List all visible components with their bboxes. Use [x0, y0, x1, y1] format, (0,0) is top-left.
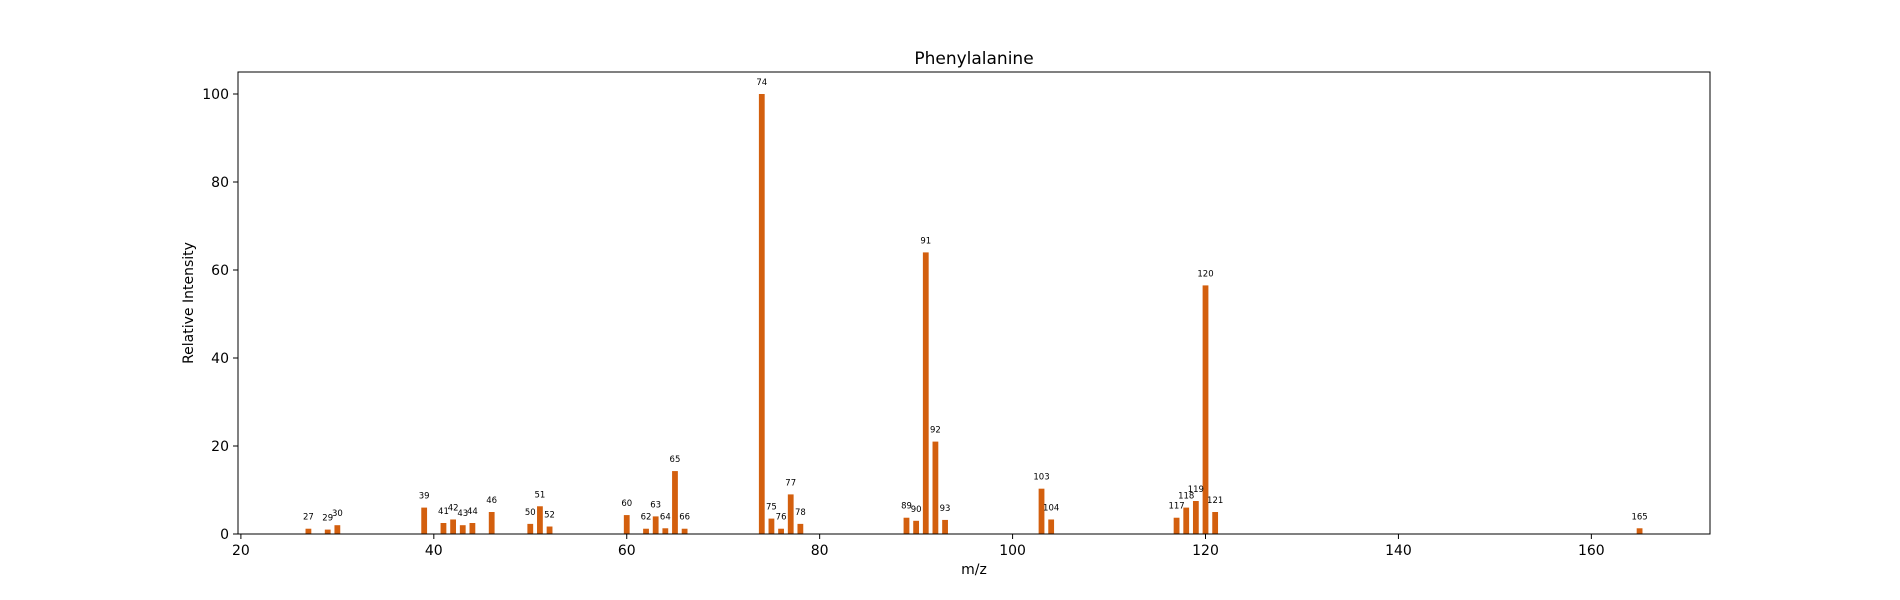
bar-mz-43 — [459, 525, 466, 534]
bar-label-mz-78: 78 — [795, 508, 806, 518]
bar-label-mz-66: 66 — [679, 513, 690, 523]
x-tick-label-140: 140 — [1385, 543, 1412, 559]
bar-mz-51 — [537, 506, 543, 534]
bar-mz-117 — [1173, 517, 1180, 534]
bar-label-mz-52: 52 — [544, 511, 555, 521]
bar-mz-62 — [643, 528, 649, 534]
bar-mz-27 — [305, 528, 312, 534]
bar-label-mz-60: 60 — [621, 499, 632, 509]
bar-mz-66 — [681, 528, 688, 534]
bar-mz-52 — [546, 526, 553, 534]
bar-label-mz-76: 76 — [776, 513, 787, 523]
bar-label-mz-65: 65 — [670, 455, 681, 465]
bar-label-mz-29: 29 — [322, 514, 333, 524]
bar-label-mz-74: 74 — [756, 78, 767, 88]
bar-mz-41 — [440, 523, 447, 534]
bar-label-mz-64: 64 — [660, 512, 671, 522]
bar-mz-50 — [527, 523, 534, 534]
bar-mz-30 — [334, 525, 341, 534]
bar-mz-76 — [778, 528, 784, 534]
bar-label-mz-89: 89 — [901, 502, 912, 512]
bar-label-mz-42: 42 — [448, 503, 459, 513]
x-tick-label-100: 100 — [999, 543, 1026, 559]
bar-label-mz-46: 46 — [486, 496, 497, 506]
bar-mz-65 — [672, 471, 678, 534]
bar-label-mz-75: 75 — [766, 503, 777, 513]
bar-label-mz-43: 43 — [457, 509, 468, 519]
bar-mz-46 — [488, 512, 495, 534]
bar-mz-75 — [768, 518, 775, 534]
bar-label-mz-51: 51 — [535, 490, 546, 500]
bar-mz-104 — [1048, 519, 1055, 534]
bar-label-mz-44: 44 — [467, 507, 478, 517]
bar-mz-121 — [1212, 512, 1219, 534]
bar-label-mz-90: 90 — [911, 505, 922, 515]
bar-label-mz-92: 92 — [930, 426, 941, 436]
bar-mz-120 — [1202, 285, 1209, 534]
bar-mz-93 — [942, 519, 948, 534]
x-tick-label-160: 160 — [1578, 543, 1605, 559]
bar-label-mz-118: 118 — [1178, 492, 1194, 502]
bar-label-mz-104: 104 — [1043, 503, 1059, 513]
chart-title: Phenylalanine — [914, 49, 1033, 69]
bar-mz-29 — [324, 529, 331, 534]
bar-label-mz-63: 63 — [650, 500, 661, 510]
bar-label-mz-39: 39 — [419, 492, 430, 502]
bar-label-mz-93: 93 — [940, 504, 951, 514]
bars-group — [305, 94, 1643, 534]
bar-mz-90 — [913, 520, 920, 534]
bar-label-mz-77: 77 — [785, 478, 796, 488]
bar-label-mz-117: 117 — [1168, 502, 1184, 512]
y-tick-label-40: 40 — [211, 351, 229, 367]
y-axis-label: Relative Intensity — [181, 242, 197, 364]
bar-mz-118 — [1183, 507, 1190, 534]
bar-mz-64 — [662, 528, 669, 534]
bar-label-mz-91: 91 — [920, 236, 931, 246]
bar-mz-92 — [932, 441, 939, 534]
x-tick-label-60: 60 — [618, 543, 636, 559]
y-tick-label-20: 20 — [211, 439, 229, 455]
bar-label-mz-41: 41 — [438, 507, 449, 517]
x-tick-label-40: 40 — [425, 543, 443, 559]
x-axis-ticks: 20 40 60 80 100 120 140 160 — [232, 534, 1605, 559]
bar-mz-74 — [758, 94, 765, 534]
y-tick-label-100: 100 — [202, 87, 229, 103]
bar-label-mz-50: 50 — [525, 508, 536, 518]
y-tick-label-0: 0 — [220, 527, 229, 543]
bar-mz-42 — [450, 519, 457, 534]
bar-mz-119 — [1192, 501, 1199, 534]
bar-mz-63 — [652, 516, 659, 534]
bar-mz-103 — [1038, 488, 1045, 534]
y-tick-label-60: 60 — [211, 263, 229, 279]
bar-label-mz-119: 119 — [1188, 485, 1204, 495]
bar-label-mz-165: 165 — [1631, 512, 1647, 522]
bar-mz-39 — [421, 507, 428, 534]
y-axis-ticks: 0 20 40 60 80 100 — [202, 87, 238, 543]
y-tick-label-80: 80 — [211, 175, 229, 191]
bar-mz-44 — [469, 523, 476, 534]
x-axis-label: m/z — [961, 562, 987, 578]
bar-label-mz-121: 121 — [1207, 496, 1223, 506]
bar-mz-91 — [922, 252, 929, 534]
bar-label-mz-120: 120 — [1197, 269, 1213, 279]
bar-label-mz-103: 103 — [1033, 473, 1049, 483]
bar-mz-89 — [903, 517, 910, 534]
bar-label-mz-30: 30 — [332, 509, 343, 519]
bar-mz-60 — [623, 515, 630, 534]
bar-label-mz-27: 27 — [303, 513, 314, 523]
x-tick-label-80: 80 — [811, 543, 829, 559]
bar-label-mz-62: 62 — [641, 513, 652, 523]
bar-mz-165 — [1636, 528, 1643, 534]
plot-frame — [237, 71, 1711, 535]
x-tick-label-120: 120 — [1192, 543, 1219, 559]
bar-mz-77 — [787, 494, 794, 534]
x-tick-label-20: 20 — [232, 543, 250, 559]
bar-mz-78 — [797, 523, 804, 534]
